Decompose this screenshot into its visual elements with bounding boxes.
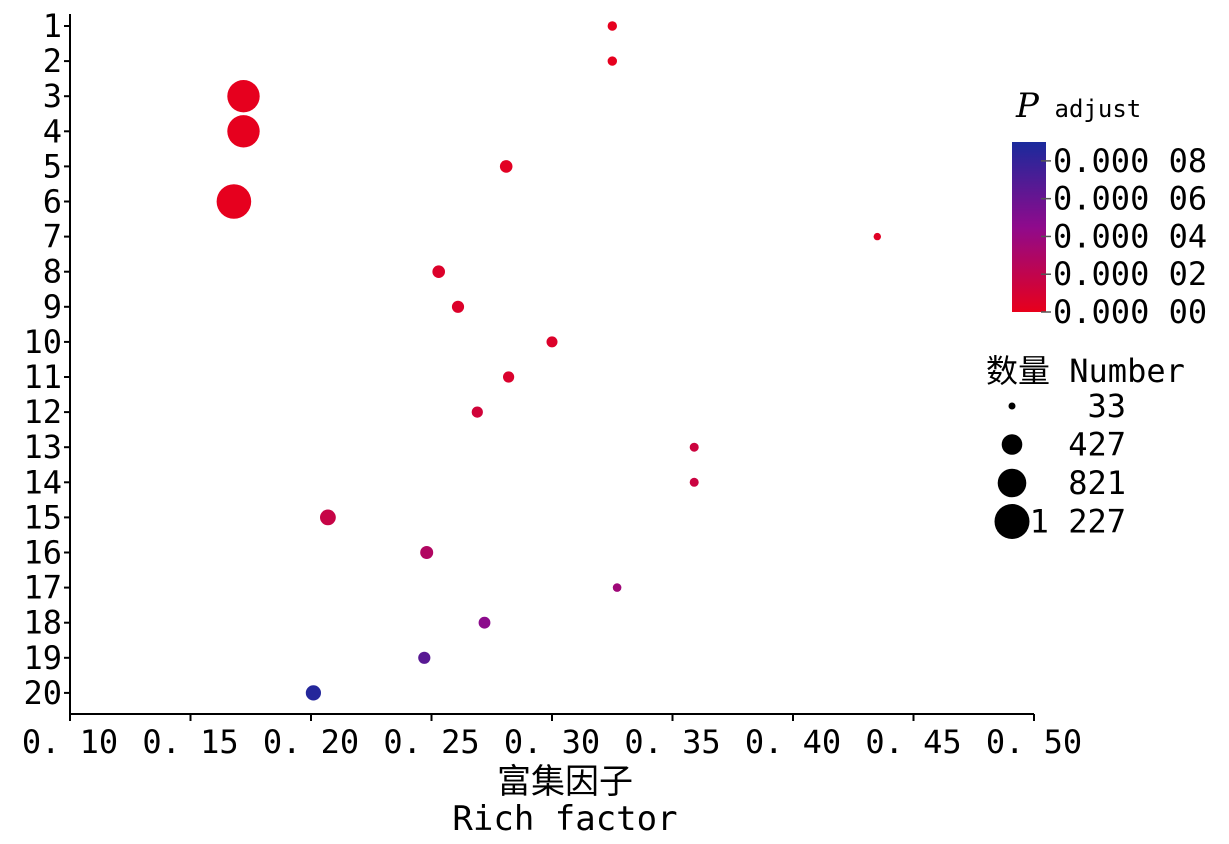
size-legend-circle — [1001, 434, 1023, 455]
data-point — [227, 80, 260, 113]
data-point — [689, 477, 699, 487]
color-legend-title: P adjust — [1015, 86, 1141, 126]
x-tick-label: 0. 25 — [383, 723, 479, 761]
x-tick-label: 0. 10 — [22, 723, 118, 761]
data-points — [216, 21, 881, 701]
y-tick-label: 13 — [23, 428, 62, 466]
y-tick-label: 3 — [43, 77, 62, 115]
x-tick-label: 0. 30 — [504, 723, 600, 761]
y-tick-label: 1 — [43, 7, 62, 45]
data-point — [689, 442, 699, 452]
y-tick-label: 11 — [23, 358, 62, 396]
size-legend-title: 数量 Number — [986, 352, 1185, 390]
x-tick-label: 0. 40 — [745, 723, 841, 761]
x-axis-title: Rich factor — [452, 799, 677, 839]
y-tick-label: 20 — [23, 674, 62, 712]
color-bar — [1012, 142, 1046, 312]
y-tick-label: 8 — [43, 253, 62, 291]
color-bar-ticks: 0.000 080.000 060.000 040.000 020.000 00 — [1041, 142, 1207, 331]
data-point — [478, 616, 491, 629]
y-tick-label: 6 — [43, 183, 62, 221]
data-point — [873, 232, 881, 241]
color-legend-title-sub: adjust — [1055, 95, 1142, 123]
data-point — [503, 371, 515, 383]
data-point — [432, 265, 446, 279]
data-point — [227, 115, 260, 148]
data-point — [546, 336, 558, 348]
y-tick-label: 17 — [23, 569, 62, 607]
color-bar-tick-label: 0.000 02 — [1053, 255, 1207, 293]
size-legend-label: 821 — [1068, 464, 1126, 502]
data-point — [418, 651, 431, 664]
data-point — [499, 160, 513, 173]
data-point — [607, 21, 617, 31]
x-axis-title-zh: 富集因子 — [497, 762, 633, 802]
size-legend-circle — [994, 504, 1030, 539]
y-tick-label: 16 — [23, 534, 62, 572]
x-ticks: 0. 10 0. 15 0. 20 0. 25 0. 30 0. 35 0. 40 0. 45… — [22, 714, 1082, 761]
color-bar-tick-label: 0.000 04 — [1053, 217, 1207, 255]
color-bar-tick-label: 0.000 00 — [1053, 293, 1207, 331]
x-tick-label: 0. 20 — [263, 723, 359, 761]
size-legend-circle — [1008, 402, 1016, 410]
y-tick-label: 19 — [23, 639, 62, 677]
data-point — [451, 300, 465, 313]
y-tick-label: 18 — [23, 604, 62, 642]
data-point — [471, 406, 483, 418]
data-point — [320, 509, 336, 526]
y-tick-label: 15 — [23, 498, 62, 536]
axes — [69, 14, 1034, 715]
data-point — [612, 583, 622, 592]
size-legend-label: 1 227 — [1030, 503, 1126, 541]
y-tick-label: 2 — [43, 42, 62, 80]
data-point — [216, 184, 252, 219]
y-tick-label: 5 — [43, 147, 62, 185]
size-legend-label: 33 — [1087, 387, 1126, 425]
x-tick-label: 0. 45 — [865, 723, 961, 761]
color-legend-title-main: P — [1015, 86, 1040, 126]
y-tick-label: 9 — [43, 288, 62, 326]
x-tick-label: 0. 15 — [142, 723, 238, 761]
color-legend: P adjust 0.000 080.000 060.000 040.000 0… — [1012, 86, 1207, 331]
color-bar-tick-label: 0.000 08 — [1053, 142, 1207, 180]
y-tick-label: 4 — [43, 112, 62, 150]
x-tick-label: 0. 35 — [624, 723, 720, 761]
size-legend-circle — [997, 468, 1027, 498]
y-tick-label: 14 — [23, 463, 62, 501]
data-point — [607, 56, 617, 66]
y-tick-label: 7 — [43, 218, 62, 256]
y-tick-label: 12 — [23, 393, 62, 431]
data-point — [420, 546, 434, 559]
size-legend-label: 427 — [1068, 426, 1126, 464]
y-tick-label: 10 — [23, 323, 62, 361]
color-bar-tick-label: 0.000 06 — [1053, 180, 1207, 218]
x-tick-label: 0. 50 — [986, 723, 1082, 761]
data-point — [305, 685, 321, 701]
